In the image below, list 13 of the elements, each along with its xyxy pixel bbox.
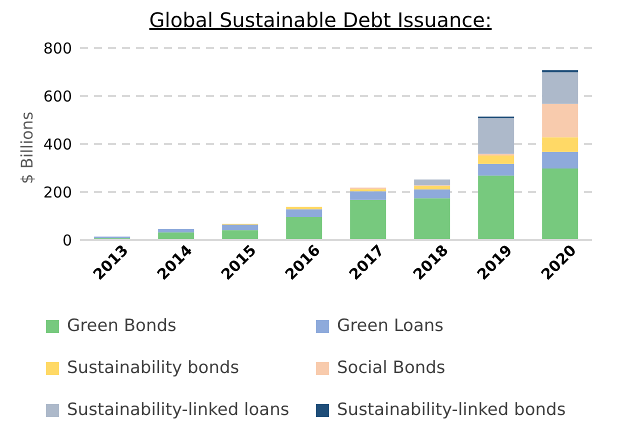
- y-tick-label: 600: [43, 87, 72, 106]
- y-tick-label: 200: [43, 183, 72, 202]
- legend-label: Sustainability-linked loans: [67, 400, 290, 420]
- legend-label: Sustainability bonds: [67, 358, 240, 378]
- legend-label: Green Bonds: [67, 316, 176, 336]
- y-tick-label: 400: [43, 135, 72, 154]
- chart-title: Global Sustainable Debt Issuance:: [148, 8, 493, 32]
- legend-label: Sustainability-linked bonds: [337, 400, 566, 420]
- y-tick-label: 0: [62, 231, 72, 250]
- y-axis-title: $ Billions: [18, 112, 37, 184]
- legend-label: Social Bonds: [337, 358, 446, 378]
- legend-label: Green Loans: [337, 316, 444, 336]
- y-tick-label: 800: [43, 39, 72, 58]
